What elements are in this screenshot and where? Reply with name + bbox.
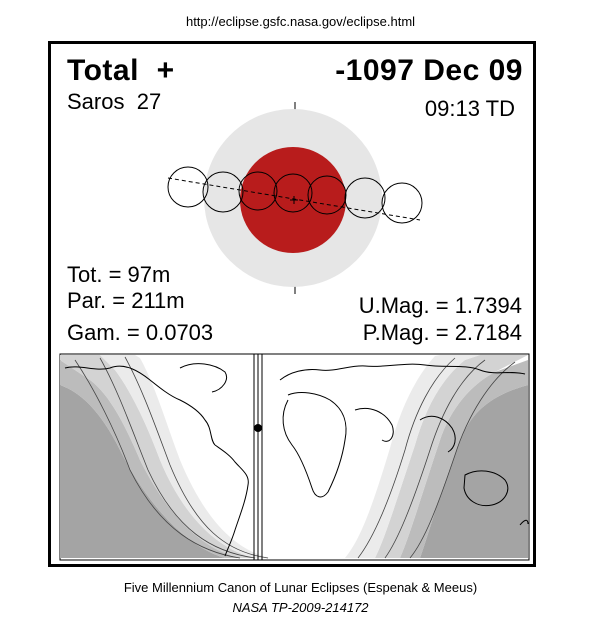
meridian-lines <box>253 354 263 560</box>
visibility-contours <box>74 356 516 559</box>
map-region-west-3 <box>60 360 240 558</box>
greatest-eclipse-point <box>254 424 262 432</box>
penumbral-magnitude: P.Mag. = 2.7184 <box>362 320 522 345</box>
coast-north-america <box>64 365 216 446</box>
saros-number: 27 <box>136 89 162 114</box>
partial-duration: Par. = 211m <box>67 288 185 313</box>
moon-position-p3 <box>344 177 386 219</box>
eclipse-type: Total + <box>67 54 175 87</box>
shadow-center-cross <box>290 196 298 204</box>
map-region-east-3 <box>400 360 528 558</box>
moon-positions <box>167 166 423 224</box>
moon-position-p2 <box>202 171 244 213</box>
coast-south-america <box>214 444 249 557</box>
visibility-map <box>59 353 530 561</box>
moon-position-u4 <box>307 175 347 215</box>
coast-arabia-india <box>354 407 394 442</box>
moon-position-mid <box>273 173 313 213</box>
moon-position-p4 <box>381 182 423 224</box>
source-url: http://eclipse.gsfc.nasa.gov/eclipse.htm… <box>185 14 416 29</box>
saros-label: Saros 27 <box>67 89 162 114</box>
map-region-west-2 <box>60 355 255 558</box>
coast-new-zealand <box>519 519 529 526</box>
gamma-value: Gam. = 0.0703 <box>67 320 214 345</box>
coast-africa <box>282 392 347 498</box>
map-region-east-2 <box>375 355 528 558</box>
total-duration: Tot. = 97m <box>67 262 171 287</box>
moon-position-p1 <box>167 166 209 208</box>
coastlines <box>64 363 529 557</box>
eclipse-panel <box>48 41 536 567</box>
footer-citation: Five Millennium Canon of Lunar Eclipses … <box>123 580 478 595</box>
coast-eurasia <box>279 363 526 381</box>
moon-position-u1 <box>238 171 278 211</box>
coast-southeast-asia <box>419 415 456 453</box>
coast-australia <box>463 470 509 507</box>
footer-publication: NASA TP-2009-214172 <box>232 600 369 615</box>
eclipse-date: -1097 Dec 09 <box>335 54 523 87</box>
coast-arctic-islands <box>179 363 227 393</box>
map-region-east-1 <box>345 355 480 558</box>
umbral-magnitude: U.Mag. = 1.7394 <box>358 293 522 318</box>
map-region-west-1 <box>100 355 270 558</box>
eclipse-symbol: + <box>156 54 175 87</box>
map-region-west-4 <box>60 385 225 558</box>
eclipse-time: 09:13 TD <box>424 96 515 121</box>
